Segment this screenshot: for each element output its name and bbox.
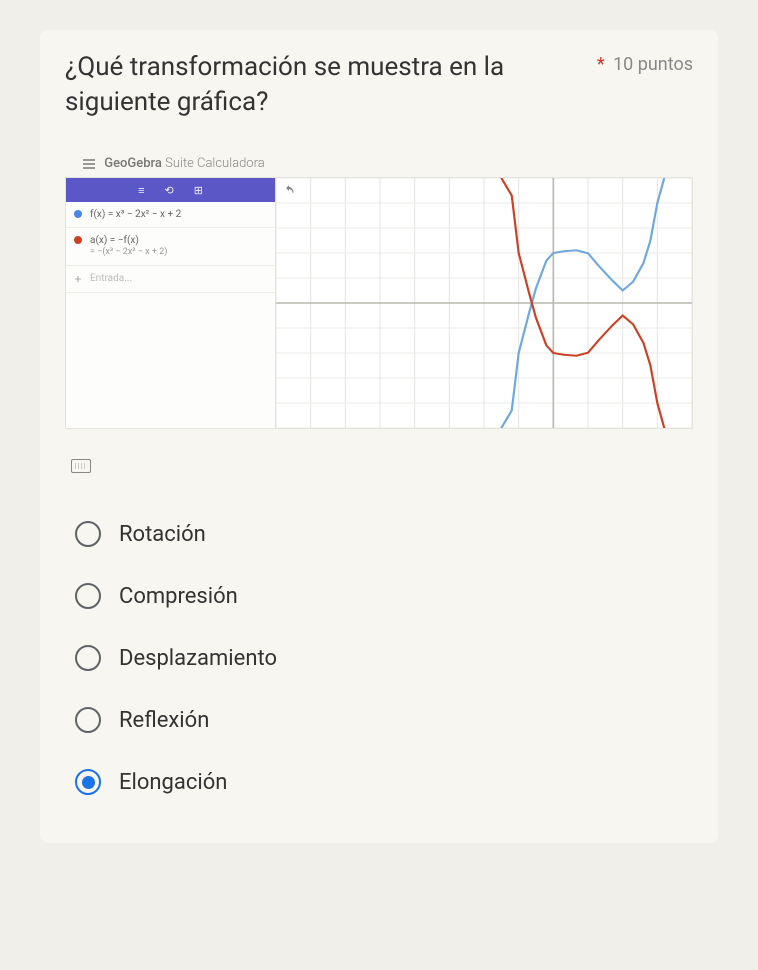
option-label: Desplazamiento bbox=[119, 646, 277, 671]
question-card: ¿Qué transformación se muestra en la sig… bbox=[40, 30, 718, 843]
radio-button[interactable] bbox=[75, 521, 101, 547]
option-reflexión[interactable]: Reflexión bbox=[65, 689, 693, 751]
algebra-input-row[interactable]: + Entrada... bbox=[66, 266, 275, 293]
algebra-toolbar[interactable]: ≡ ⟲ ⊞ bbox=[66, 178, 275, 202]
radio-button[interactable] bbox=[75, 707, 101, 733]
series-color-dot[interactable] bbox=[74, 236, 82, 244]
option-rotación[interactable]: Rotación bbox=[65, 503, 693, 565]
options-group: Rotación Compresión Desplazamiento Reflexió… bbox=[65, 503, 693, 813]
radio-inner bbox=[82, 776, 95, 789]
geogebra-embed: GeoGebra Suite Calculadora ≡ ⟲ ⊞ f(x) = … bbox=[65, 150, 693, 429]
graph-svg bbox=[276, 178, 692, 428]
keyboard-icon[interactable] bbox=[71, 459, 91, 473]
geogebra-titlebar: GeoGebra Suite Calculadora bbox=[65, 150, 693, 177]
option-label: Reflexión bbox=[119, 708, 209, 733]
undo-icon[interactable] bbox=[282, 184, 296, 198]
option-compresión[interactable]: Compresión bbox=[65, 565, 693, 627]
toolbar-icon-1[interactable]: ≡ bbox=[138, 184, 144, 197]
formula-text: f(x) = x³ − 2x² − x + 2 bbox=[90, 208, 181, 221]
option-label: Rotación bbox=[119, 522, 206, 547]
geogebra-brand: GeoGebra bbox=[104, 156, 162, 171]
option-label: Elongación bbox=[119, 770, 227, 795]
toolbar-icon-3[interactable]: ⊞ bbox=[194, 184, 203, 197]
algebra-panel: ≡ ⟲ ⊞ f(x) = x³ − 2x² − x + 2 a(x) = −f(x… bbox=[66, 178, 276, 428]
geogebra-body: ≡ ⟲ ⊞ f(x) = x³ − 2x² − x + 2 a(x) = −f(x… bbox=[65, 177, 693, 429]
option-desplazamiento[interactable]: Desplazamiento bbox=[65, 627, 693, 689]
menu-icon[interactable] bbox=[83, 159, 95, 169]
question-header: ¿Qué transformación se muestra en la sig… bbox=[65, 50, 693, 120]
option-elongación[interactable]: Elongación bbox=[65, 751, 693, 813]
option-label: Compresión bbox=[119, 584, 238, 609]
add-icon[interactable]: + bbox=[74, 272, 82, 286]
input-placeholder[interactable]: Entrada... bbox=[90, 272, 132, 285]
radio-button[interactable] bbox=[75, 645, 101, 671]
toolbar-icon-2[interactable]: ⟲ bbox=[164, 184, 173, 197]
question-text: ¿Qué transformación se muestra en la sig… bbox=[65, 50, 585, 120]
points-value: 10 puntos bbox=[613, 54, 693, 75]
radio-button[interactable] bbox=[75, 583, 101, 609]
radio-button[interactable] bbox=[75, 769, 101, 795]
graph-panel[interactable] bbox=[276, 178, 692, 428]
points-label: * 10 puntos bbox=[597, 54, 693, 75]
algebra-row-0[interactable]: f(x) = x³ − 2x² − x + 2 bbox=[66, 202, 275, 228]
geogebra-suite: Suite Calculadora bbox=[165, 156, 265, 171]
formula-subline: = −(x³ − 2x² − x + 2) bbox=[90, 247, 167, 259]
series-color-dot[interactable] bbox=[74, 210, 82, 218]
formula-text: a(x) = −f(x)= −(x³ − 2x² − x + 2) bbox=[90, 234, 167, 259]
algebra-row-1[interactable]: a(x) = −f(x)= −(x³ − 2x² − x + 2) bbox=[66, 228, 275, 266]
required-asterisk: * bbox=[597, 54, 605, 75]
